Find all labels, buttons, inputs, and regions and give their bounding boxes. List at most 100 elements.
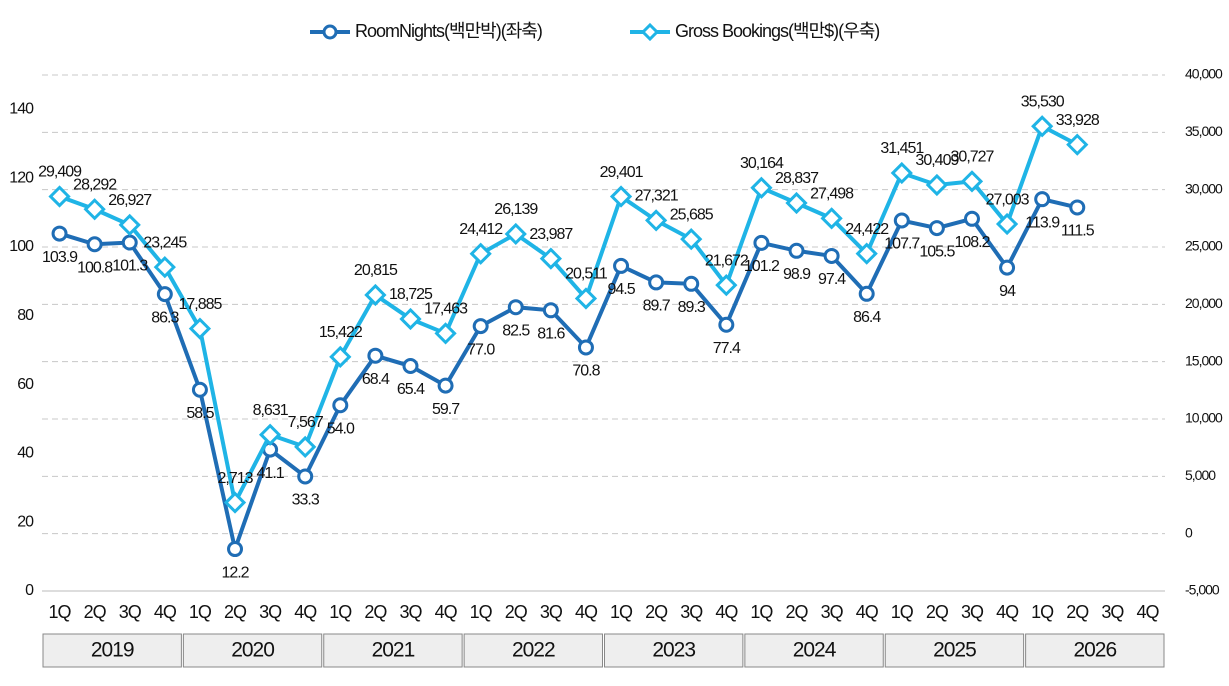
data-label: 33,928 xyxy=(1056,112,1100,129)
x-tick-label: 3Q xyxy=(821,602,844,622)
x-tick-label: 4Q xyxy=(856,602,879,622)
marker xyxy=(258,423,282,446)
data-label: 21,672 xyxy=(705,252,749,269)
data-label: 26,927 xyxy=(108,192,152,209)
x-tick-label: 4Q xyxy=(294,602,317,622)
data-label: 105.5 xyxy=(919,243,955,260)
marker xyxy=(648,274,665,291)
marker xyxy=(1034,191,1051,208)
marker xyxy=(156,286,173,303)
x-tick-label: 3Q xyxy=(259,602,282,622)
marker xyxy=(188,317,212,340)
marker xyxy=(437,377,454,394)
legend-label: Gross Bookings(백만$)(우축) xyxy=(675,21,879,41)
data-label: 27,498 xyxy=(810,186,854,203)
data-label: 31,451 xyxy=(880,140,924,157)
marker xyxy=(434,322,457,345)
legend-marker xyxy=(322,24,338,40)
y2-tick-label: 30,000 xyxy=(1185,180,1223,196)
data-label: 2,713 xyxy=(217,470,253,487)
x-tick-label: 3Q xyxy=(119,602,142,622)
data-label: 58.5 xyxy=(186,405,214,422)
x-tick-label: 1Q xyxy=(750,602,773,622)
marker xyxy=(613,257,630,274)
data-label: 54.0 xyxy=(327,420,355,437)
data-label: 33.3 xyxy=(292,492,320,509)
x-tick-label: 2Q xyxy=(84,602,107,622)
y2-tick-label: 35,000 xyxy=(1185,123,1223,139)
y2-tick-label: 10,000 xyxy=(1185,410,1223,426)
data-label: 107.7 xyxy=(884,236,920,253)
marker xyxy=(399,307,422,331)
data-label: 65.4 xyxy=(397,381,425,398)
marker xyxy=(294,435,317,459)
x-tick-label: 3Q xyxy=(399,602,422,622)
marker xyxy=(925,173,949,197)
x-tick-label: 4Q xyxy=(154,602,177,622)
data-label: 27,003 xyxy=(986,191,1030,208)
y-tick-label: 140 xyxy=(9,101,34,118)
marker xyxy=(963,210,980,227)
data-label: 108.2 xyxy=(954,234,990,251)
marker xyxy=(928,220,945,237)
marker xyxy=(577,339,594,356)
data-label: 89.7 xyxy=(643,298,671,315)
x-tick-label: 2Q xyxy=(1066,602,1089,622)
marker xyxy=(999,259,1016,276)
x-tick-label: 1Q xyxy=(470,602,493,622)
data-label: 29,401 xyxy=(600,164,644,181)
year-label: 2023 xyxy=(652,639,695,662)
data-label: 30,409 xyxy=(915,152,959,169)
x-tick-label: 2Q xyxy=(786,602,809,622)
marker xyxy=(364,283,387,307)
marker xyxy=(574,287,598,310)
data-label: 101.3 xyxy=(112,258,148,275)
marker xyxy=(893,212,910,229)
marker xyxy=(960,170,984,193)
x-tick-label: 4Q xyxy=(1136,602,1159,622)
marker xyxy=(683,275,700,292)
marker xyxy=(609,185,633,208)
x-tick-label: 2Q xyxy=(645,602,668,622)
data-label: 81.6 xyxy=(537,326,565,343)
data-label: 100.8 xyxy=(77,259,113,276)
marker xyxy=(367,347,384,364)
data-label: 28,837 xyxy=(775,170,819,187)
data-label: 17,463 xyxy=(424,301,468,318)
marker xyxy=(297,468,314,485)
data-label: 86.4 xyxy=(853,309,881,326)
marker xyxy=(858,285,875,302)
y2-tick-label: 20,000 xyxy=(1185,295,1223,311)
marker xyxy=(785,191,808,215)
x-tick-label: 3Q xyxy=(961,602,984,622)
data-label: 77.4 xyxy=(713,340,741,357)
year-label: 2019 xyxy=(91,639,134,662)
year-label: 2024 xyxy=(793,639,837,662)
data-label: 18,725 xyxy=(389,286,433,303)
marker xyxy=(227,541,244,558)
data-label: 94.5 xyxy=(607,281,635,298)
x-tick-label: 1Q xyxy=(1031,602,1054,622)
data-label: 86.3 xyxy=(151,309,179,326)
data-label: 26,139 xyxy=(494,201,538,218)
legend-label: RoomNights(백만박)(좌축) xyxy=(355,21,542,41)
marker xyxy=(469,242,492,265)
marker xyxy=(995,212,1019,236)
marker xyxy=(48,185,71,208)
data-label: 68.4 xyxy=(362,371,390,388)
marker xyxy=(718,316,735,333)
data-label: 20,511 xyxy=(565,266,608,283)
y-tick-label: 60 xyxy=(17,376,34,393)
marker xyxy=(1066,133,1089,156)
marker xyxy=(1069,199,1086,216)
data-label: 35,530 xyxy=(1021,93,1065,110)
year-box xyxy=(604,633,744,668)
data-label: 23,987 xyxy=(529,226,573,243)
y2-tick-label: -5,000 xyxy=(1185,582,1220,598)
marker xyxy=(855,242,878,265)
data-label: 103.9 xyxy=(42,249,78,266)
x-tick-label: 2Q xyxy=(364,602,387,622)
marker xyxy=(823,247,840,264)
x-tick-label: 4Q xyxy=(435,602,458,622)
